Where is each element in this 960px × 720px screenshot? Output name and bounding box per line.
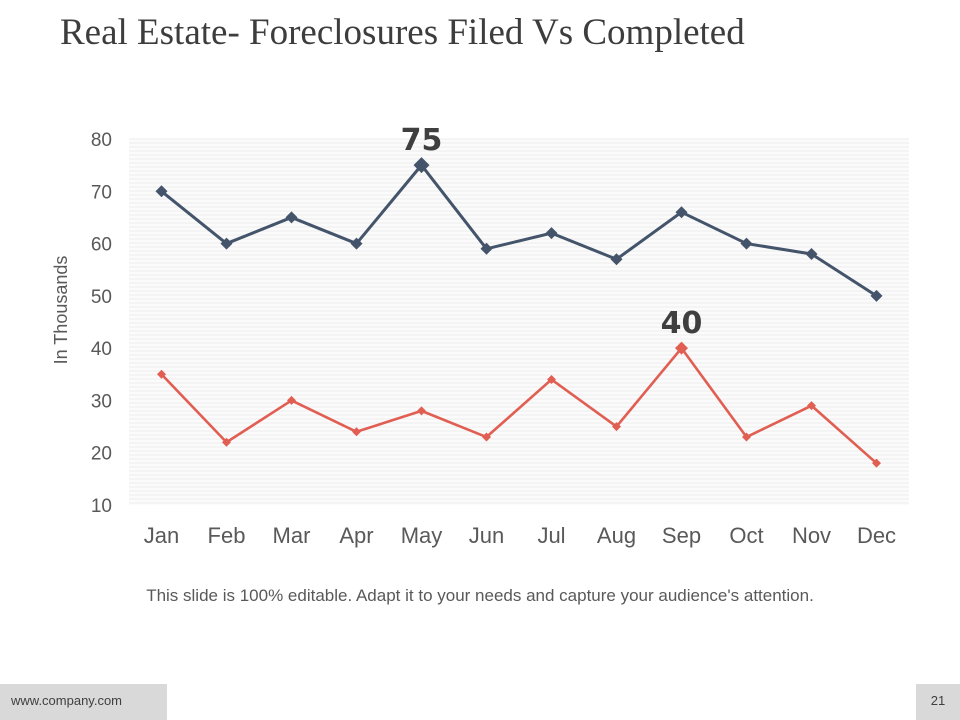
footer-url[interactable]: www.company.com [0,684,167,720]
x-tick-label: Jun [469,523,504,548]
y-axis-ticks: 10 20 30 40 50 60 70 80 [91,130,112,517]
x-tick-label: Feb [208,523,246,548]
data-point [350,237,363,250]
data-point [872,458,881,468]
y-tick-label: 10 [91,496,112,517]
x-tick-label: Aug [597,523,636,548]
callout-layer: 75 40 [401,123,703,341]
x-axis-ticks: Jan Feb Mar Apr May Jun Jul Aug Sep Oct Nov Dec [144,523,896,548]
chart-svg: 10 20 30 40 50 60 70 80 Jan Feb Mar Apr May Jun Jul Au… [51,123,909,548]
plot-background [129,139,909,505]
x-tick-label: Jan [144,523,179,548]
y-axis-label: In Thousands [51,256,71,365]
y-tick-label: 60 [91,235,112,256]
x-tick-label: Jul [537,523,565,548]
data-point [675,341,688,355]
x-tick-label: Mar [273,523,311,548]
line-chart: 10 20 30 40 50 60 70 80 Jan Feb Mar Apr May Jun Jul Au… [51,123,909,548]
slide-caption: This slide is 100% editable. Adapt it to… [146,586,814,605]
x-tick-label: May [401,523,443,548]
data-point [413,157,430,174]
data-point [155,185,168,198]
data-point [417,406,426,416]
data-point [352,427,361,437]
data-point [545,227,558,240]
x-tick-label: Sep [662,523,701,548]
series-layer [155,157,883,468]
page-number: 21 [916,684,960,720]
x-tick-label: Oct [729,523,763,548]
data-point [740,237,753,250]
series-line [160,163,878,298]
data-callout: 75 [401,123,443,158]
x-tick-label: Dec [857,523,896,548]
y-tick-label: 80 [91,130,112,151]
y-tick-label: 70 [91,182,112,203]
data-point [222,437,231,447]
data-point [870,289,883,302]
data-point [220,237,233,250]
plot-area [129,138,909,505]
data-callout: 40 [661,306,703,341]
y-tick-label: 30 [91,391,112,412]
y-tick-label: 40 [91,339,112,360]
y-tick-label: 50 [91,287,112,308]
data-point [547,375,556,385]
data-point [612,422,621,432]
data-point [285,211,298,224]
data-point [675,206,688,219]
y-tick-label: 20 [91,444,112,465]
data-point [807,401,816,411]
data-point [805,248,818,261]
data-point [482,432,491,442]
data-point [287,395,296,405]
data-point [742,432,751,442]
x-tick-label: Apr [339,523,373,548]
series-line [160,346,878,465]
data-point [610,253,623,266]
x-tick-label: Nov [792,523,831,548]
data-point [157,369,166,379]
slide-title: Real Estate- Foreclosures Filed Vs Compl… [60,12,745,53]
data-point [480,242,493,255]
